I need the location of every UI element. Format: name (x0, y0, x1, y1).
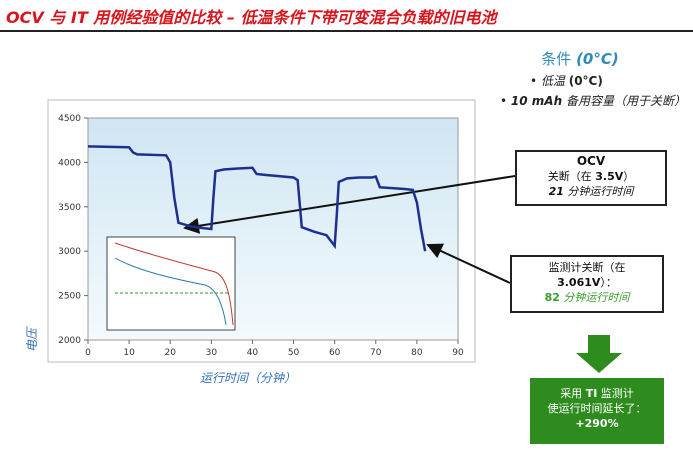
chart-frame (47, 99, 476, 363)
text: 82 (544, 291, 560, 304)
text: ）： (600, 276, 617, 289)
x-axis-label: 运行时间（分钟） (200, 371, 296, 385)
y-tick-label: 4000 (58, 158, 81, 168)
y-tick-label: 3500 (58, 203, 81, 213)
down-arrow (576, 335, 622, 373)
text: 条件 (541, 50, 572, 68)
y-tick-label: 3000 (58, 247, 81, 257)
text: (0°C) (576, 50, 619, 68)
condition-item: • 低温 (0°C) (530, 72, 690, 90)
line: 3.061V）： (512, 275, 662, 290)
text: 监测计关断（在 (548, 261, 626, 274)
text: +290% (575, 417, 619, 430)
line: 21 分钟运行时间 (517, 184, 665, 199)
text: • 低温 (530, 74, 569, 88)
text: 3.061V (557, 276, 601, 289)
slide-title: OCV 与 IT 用例经验值的比较 – 低温条件下带可变混合负载的旧电池 (6, 8, 497, 27)
text: 使运行时间延长了： (547, 402, 647, 415)
inset-frame (106, 236, 236, 331)
result-box: 采用 TI 监测计 使运行时间延长了： +290% (530, 378, 664, 444)
text: ） (623, 170, 635, 183)
gauge-arrow (426, 243, 511, 284)
plot-area (87, 117, 459, 341)
x-tick-label: 40 (247, 348, 259, 358)
conditions: 条件 (0°C) • 低温 (0°C) • 10 mAh 备用容量（用于关断） (490, 50, 690, 110)
inset-curve (114, 257, 227, 326)
line: 关断（在 3.5V） (517, 169, 665, 184)
text: 备用容量（用于关断） (562, 94, 686, 108)
inset-chart (106, 236, 236, 331)
line: 采用 TI 监测计 (532, 386, 662, 401)
title-rule (0, 30, 693, 32)
text: 10 mAh (510, 94, 563, 108)
gauge-box: 监测计关断（在 3.061V）： 82 分钟运行时间 (510, 255, 664, 313)
x-tick-label: 70 (370, 348, 382, 358)
x-tick-label: 30 (206, 348, 218, 358)
x-tick-label: 10 (123, 348, 135, 358)
inset-curve (114, 242, 234, 326)
ocv-box: OCV 关断（在 3.5V） 21 分钟运行时间 (515, 150, 667, 206)
text: 采用 (560, 387, 586, 400)
text: 分钟运行时间 (559, 291, 630, 304)
conditions-heading: 条件 (0°C) (470, 50, 690, 68)
condition-item: • 10 mAh 备用容量（用于关断） (490, 92, 690, 110)
text: TI (585, 387, 598, 400)
x-tick-label: 60 (329, 348, 341, 358)
text: 分钟运行时间 (563, 185, 634, 198)
text: (0°C) (568, 74, 603, 88)
line: 82 分钟运行时间 (512, 290, 662, 305)
y-tick-label: 2000 (58, 336, 81, 346)
y-tick-label: 4500 (58, 114, 81, 124)
y-tick-label: 2500 (58, 292, 81, 302)
x-tick-label: 90 (452, 348, 464, 358)
x-tick-label: 0 (85, 348, 91, 358)
ocv-arrow (183, 175, 516, 234)
text: • (500, 94, 511, 108)
y-axis-label: 电压 (25, 326, 39, 352)
text: 监测计 (597, 387, 634, 400)
x-tick-label: 50 (288, 348, 300, 358)
text: 21 (548, 185, 564, 198)
data-line (87, 145, 427, 252)
x-tick-label: 80 (411, 348, 423, 358)
text: OCV (576, 154, 606, 168)
text: 3.5V (595, 170, 624, 183)
x-tick-label: 20 (164, 348, 176, 358)
text: 关断（在 (547, 170, 596, 183)
